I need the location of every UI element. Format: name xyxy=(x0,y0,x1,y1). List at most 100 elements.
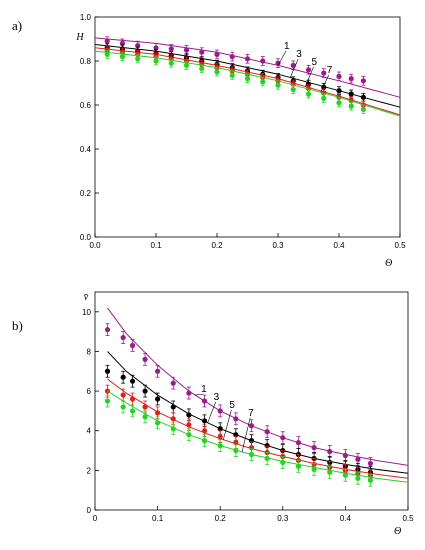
series-1 xyxy=(94,36,401,98)
data-point xyxy=(155,410,161,416)
y-tick-label: 0.4 xyxy=(80,145,92,154)
data-point xyxy=(336,73,342,79)
data-point xyxy=(233,432,239,438)
data-point xyxy=(367,460,374,467)
series-3 xyxy=(104,378,409,482)
fit-line xyxy=(107,378,409,479)
data-point xyxy=(275,60,281,66)
data-point xyxy=(129,408,136,414)
panel-label: b) xyxy=(12,318,23,333)
data-point xyxy=(233,447,239,454)
data-point xyxy=(233,440,239,446)
x-tick-label: 0.4 xyxy=(333,241,345,250)
curve-label: 1 xyxy=(284,41,290,52)
curve-label-leader xyxy=(305,66,314,87)
data-point xyxy=(183,47,190,53)
curve-label: 7 xyxy=(327,65,333,76)
y-tick-label: 0.8 xyxy=(80,57,92,66)
data-point xyxy=(186,432,192,438)
data-point xyxy=(355,475,361,481)
data-point xyxy=(348,91,354,97)
x-tick-label: 0.3 xyxy=(277,514,289,523)
data-point xyxy=(201,438,208,444)
chart-panel-b: b) 0 0.1 0.2 0.3 0.4 0.5 0 2 4 6 8 10 Θv̄ 135 7 xyxy=(12,291,414,537)
curve-label: 1 xyxy=(201,384,207,395)
data-point xyxy=(120,392,126,398)
data-point xyxy=(327,469,333,475)
data-point xyxy=(336,88,342,94)
data-point xyxy=(311,444,317,451)
data-point xyxy=(214,51,220,58)
x-tick-label: 0.4 xyxy=(340,514,352,523)
curve-label-leader xyxy=(277,50,287,66)
data-point xyxy=(142,388,148,394)
data-point xyxy=(217,408,223,414)
data-point xyxy=(214,69,220,75)
data-point xyxy=(168,46,174,52)
series-1 xyxy=(104,307,409,470)
curve-label-leader xyxy=(207,401,216,423)
curve-label: 3 xyxy=(296,49,302,60)
x-tick-label: 0.2 xyxy=(211,241,223,250)
data-point xyxy=(155,368,161,374)
data-point xyxy=(295,440,302,446)
data-point xyxy=(342,452,348,459)
x-tick-label: 0 xyxy=(93,514,98,523)
data-point xyxy=(327,448,333,455)
data-point xyxy=(217,426,223,432)
data-point xyxy=(153,58,159,64)
data-point xyxy=(311,466,317,472)
data-point xyxy=(342,472,348,478)
x-tick-label: 0.5 xyxy=(402,514,414,523)
curve-label: 7 xyxy=(248,408,254,419)
data-point xyxy=(355,456,361,463)
y-tick-label: 0 xyxy=(87,506,92,515)
data-point xyxy=(129,378,136,384)
y-tick-label: 0.0 xyxy=(80,233,92,242)
data-point xyxy=(360,78,366,84)
data-point xyxy=(367,477,374,483)
y-tick-label: 8 xyxy=(87,347,92,356)
data-point xyxy=(120,404,126,410)
curve-label: 5 xyxy=(311,57,317,68)
series-2 xyxy=(104,351,409,479)
data-point xyxy=(170,416,176,422)
data-point xyxy=(229,72,235,78)
series-4 xyxy=(104,390,409,487)
data-point xyxy=(142,356,148,362)
data-point xyxy=(305,67,312,73)
fit-line xyxy=(107,307,409,466)
curve-label-leader xyxy=(223,409,232,440)
data-point xyxy=(170,426,176,432)
data-point xyxy=(104,398,111,404)
curve-label: 3 xyxy=(214,392,220,403)
data-point xyxy=(264,429,270,435)
plot-frame xyxy=(94,16,401,238)
x-tick-label: 0.0 xyxy=(89,241,101,250)
series-4 xyxy=(94,50,401,117)
y-tick-label: 10 xyxy=(82,308,91,317)
data-point xyxy=(155,396,161,402)
data-point xyxy=(217,434,223,440)
data-point xyxy=(170,404,176,410)
curve-label-leader xyxy=(320,74,329,93)
data-point xyxy=(275,82,281,88)
y-tick-label: 1.0 xyxy=(80,13,92,22)
data-point xyxy=(104,51,110,58)
x-tick-label: 0.2 xyxy=(215,514,227,523)
data-point xyxy=(233,416,239,422)
data-point xyxy=(119,54,126,60)
data-point xyxy=(104,47,110,53)
data-point xyxy=(186,422,192,428)
data-point xyxy=(168,60,174,66)
data-point xyxy=(290,62,296,68)
data-point xyxy=(264,455,270,462)
data-point xyxy=(360,94,366,100)
y-tick-label: 4 xyxy=(87,427,92,436)
curve-label-leader xyxy=(289,58,299,78)
data-point xyxy=(104,368,111,374)
y-tick-label: 6 xyxy=(87,387,92,396)
y-axis-label: H xyxy=(75,32,84,43)
data-point xyxy=(260,58,266,64)
